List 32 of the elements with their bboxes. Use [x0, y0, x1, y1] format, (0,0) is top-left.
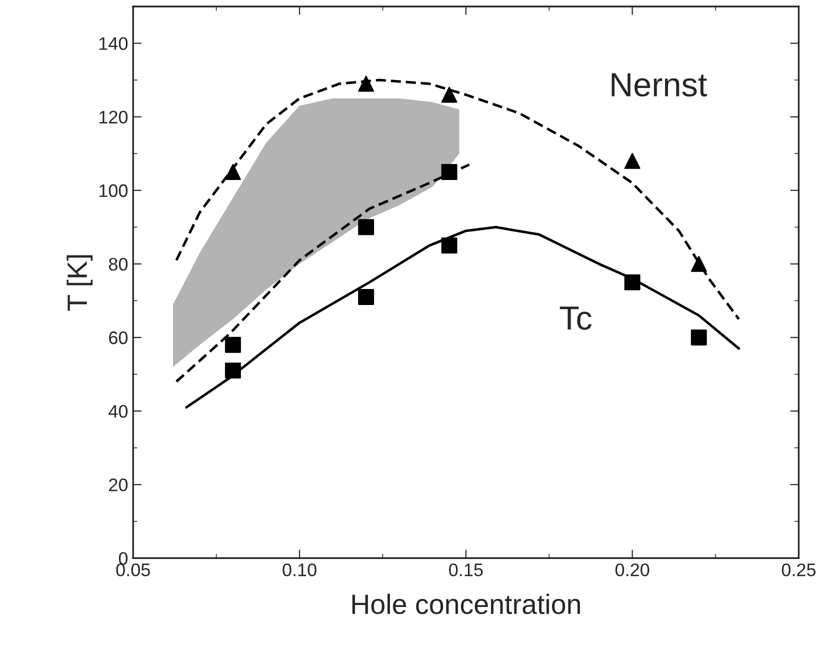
x-tick-label: 0.25	[782, 563, 816, 576]
point	[690, 330, 707, 346]
annotation: Nernst	[612, 73, 707, 97]
x-axis-title: Hole concentration	[352, 594, 580, 614]
point	[358, 289, 374, 306]
y-tick-label: 140	[100, 37, 128, 50]
y-axis-title: T [K]	[66, 255, 93, 311]
y-tick-label: 20	[109, 478, 128, 492]
point	[224, 164, 241, 180]
y-tick-label: 100	[100, 184, 128, 198]
point	[358, 219, 374, 236]
point	[441, 164, 458, 180]
point	[624, 152, 640, 169]
point	[624, 274, 640, 290]
line-series	[175, 163, 470, 383]
point	[224, 362, 241, 379]
y-tick-label: 40	[108, 404, 128, 418]
point	[441, 238, 458, 254]
y-tick-label: 0	[118, 552, 128, 565]
x-tick-label: 0.10	[282, 563, 316, 576]
point	[224, 336, 241, 353]
y-tick-label: 60	[109, 331, 128, 344]
x-tick-label: 0.15	[449, 563, 483, 576]
x-tick-label: 0.05	[116, 563, 150, 576]
point	[441, 86, 458, 103]
x-tick-label: 0.20	[615, 563, 650, 576]
point	[690, 256, 707, 272]
y-tick-label: 120	[100, 110, 128, 124]
annotation: Tc	[560, 306, 592, 330]
y-tick-label: 80	[108, 258, 128, 271]
line-series	[185, 226, 740, 409]
point	[358, 76, 374, 92]
